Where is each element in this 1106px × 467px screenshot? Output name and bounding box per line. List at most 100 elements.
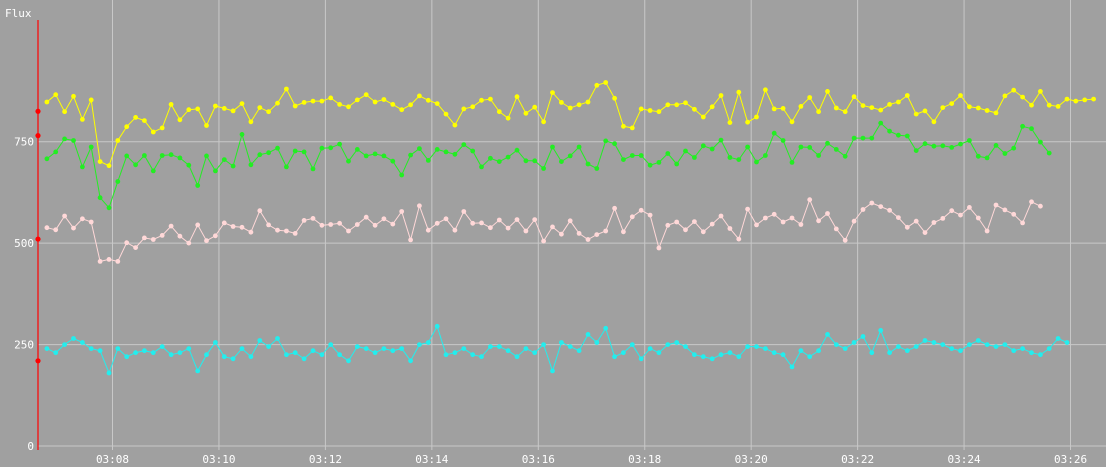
data-point [789, 119, 795, 125]
data-point [807, 354, 813, 360]
data-point [567, 105, 573, 111]
data-point [452, 151, 458, 157]
data-point [319, 98, 325, 104]
data-point [878, 204, 884, 210]
data-point [842, 346, 848, 351]
data-point [638, 106, 644, 112]
data-point [869, 135, 875, 141]
data-point [700, 229, 706, 235]
data-point [576, 102, 582, 108]
data-point [940, 105, 946, 110]
data-point [975, 215, 981, 221]
data-point [106, 163, 112, 169]
data-point [292, 231, 298, 236]
data-point [869, 105, 875, 110]
data-point [168, 352, 174, 358]
data-point [381, 346, 387, 351]
data-point [257, 208, 263, 214]
data-point [177, 233, 183, 239]
data-point [576, 348, 582, 354]
data-point [532, 350, 538, 356]
data-point [967, 342, 972, 347]
data-point [585, 332, 591, 337]
data-point [745, 119, 750, 125]
data-point [860, 135, 866, 141]
data-point [967, 104, 972, 110]
data-point [1038, 89, 1043, 94]
data-point [62, 342, 67, 347]
data-point [434, 147, 440, 152]
data-point [860, 334, 866, 339]
series-line [46, 81, 1094, 167]
data-point [310, 166, 316, 172]
data-point [275, 227, 280, 233]
data-point [230, 163, 236, 169]
data-point [195, 106, 201, 112]
data-point [408, 237, 413, 243]
data-point [239, 132, 245, 137]
data-point [674, 340, 680, 345]
data-point [745, 206, 750, 212]
data-point [567, 218, 573, 224]
data-point [958, 348, 963, 354]
data-point [949, 346, 955, 351]
data-point [319, 222, 325, 228]
data-point [142, 348, 147, 354]
axis-marker-dot [35, 358, 41, 364]
data-point [363, 214, 369, 220]
data-point [780, 138, 786, 143]
data-point [124, 240, 130, 246]
data-point [292, 350, 298, 356]
data-point [434, 323, 440, 329]
data-point [337, 220, 342, 226]
data-point [674, 161, 680, 167]
data-point [372, 222, 378, 228]
data-point [1029, 350, 1034, 356]
data-point [337, 352, 342, 358]
data-point [798, 348, 804, 354]
data-point [550, 368, 555, 374]
data-point [798, 104, 804, 109]
data-point [922, 108, 928, 114]
data-point [727, 155, 733, 160]
data-point [452, 227, 458, 233]
data-point [541, 238, 546, 244]
data-point [940, 342, 946, 347]
data-point [88, 97, 94, 103]
data-point [727, 350, 733, 356]
data-point [567, 153, 573, 159]
data-point [284, 86, 289, 92]
data-point [763, 153, 768, 158]
data-point [221, 106, 227, 111]
data-point [71, 336, 76, 341]
data-point [275, 145, 280, 151]
data-point [576, 231, 582, 236]
data-point [292, 103, 298, 109]
data-point [532, 104, 538, 110]
data-point [709, 221, 715, 227]
data-point [1020, 220, 1025, 226]
data-point [62, 136, 67, 142]
data-point [399, 346, 405, 351]
data-point [594, 166, 600, 171]
data-point [665, 151, 671, 156]
data-point [425, 340, 431, 345]
data-point [88, 219, 94, 225]
data-point [44, 99, 50, 105]
data-point [1082, 97, 1088, 103]
x-tick-label: 03:22 [841, 453, 874, 466]
data-point [363, 92, 369, 98]
data-point [425, 158, 431, 163]
data-point [1046, 102, 1052, 108]
data-point [97, 348, 103, 354]
data-point [638, 207, 644, 213]
data-point [168, 223, 174, 229]
data-point [541, 342, 546, 347]
data-point [97, 159, 103, 165]
data-point [346, 358, 351, 364]
data-point [612, 205, 617, 211]
data-point [958, 93, 963, 98]
data-point [585, 161, 591, 167]
data-point [106, 370, 112, 376]
data-point [629, 342, 635, 347]
